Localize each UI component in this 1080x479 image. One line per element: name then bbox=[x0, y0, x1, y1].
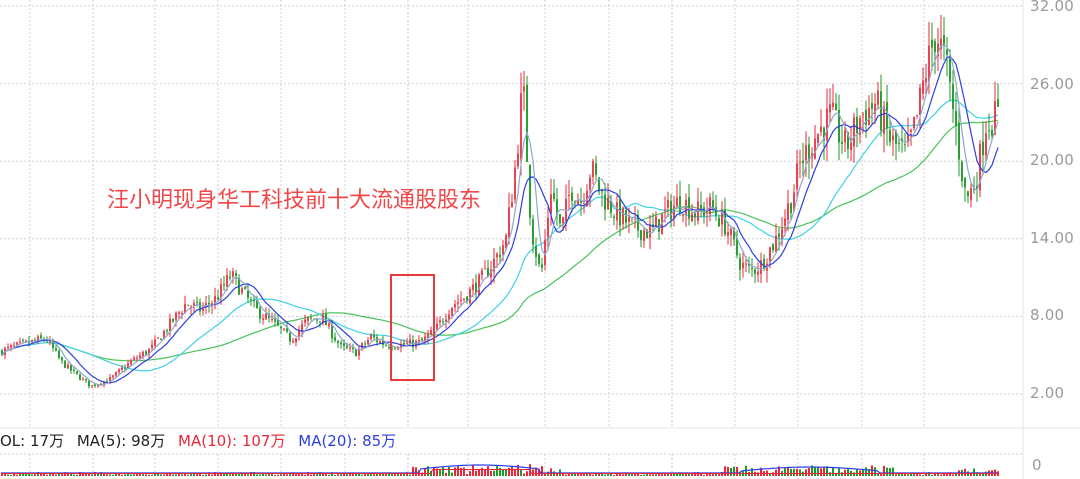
y-tick-14: 14.00 bbox=[1030, 229, 1074, 247]
y-tick-32: 32.00 bbox=[1030, 0, 1074, 15]
ma60-line bbox=[46, 119, 999, 362]
ma5-value: MA(5): 98万 bbox=[76, 432, 166, 450]
y-tick-2: 2.00 bbox=[1030, 384, 1065, 402]
candlestick-series bbox=[1, 14, 999, 389]
ma10-line bbox=[1, 56, 999, 384]
ma10-value: MA(10): 107万 bbox=[178, 432, 286, 450]
volume-bars bbox=[1, 464, 999, 476]
y-tick-8: 8.00 bbox=[1030, 306, 1065, 324]
annotation-text: 汪小明现身华工科技前十大流通股股东 bbox=[107, 188, 482, 213]
volume-y-tick-0: 0 bbox=[1032, 456, 1042, 474]
y-tick-20: 20.00 bbox=[1030, 151, 1074, 169]
y-tick-26: 26.00 bbox=[1030, 75, 1074, 93]
volume-legend: OL: 17万 MA(5): 98万 MA(10): 107万 MA(20): … bbox=[0, 430, 404, 451]
ma20-value: MA(20): 85万 bbox=[298, 432, 397, 450]
ma20-line bbox=[1, 99, 999, 372]
highlight-box bbox=[390, 274, 435, 381]
vol-value: OL: 17万 bbox=[0, 432, 65, 450]
ma5-line bbox=[1, 44, 999, 386]
